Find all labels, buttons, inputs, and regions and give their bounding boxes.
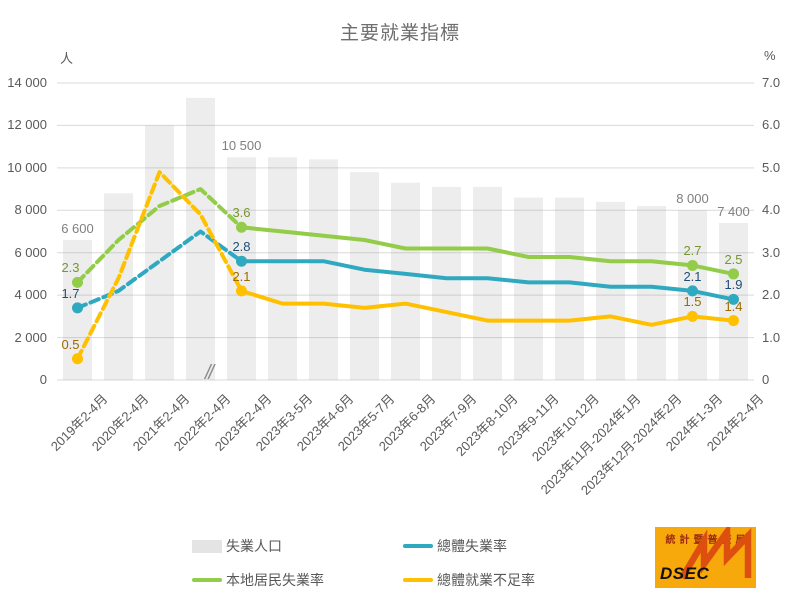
- right-axis-tick: 0: [762, 372, 770, 387]
- bar-unemployed-population: [555, 197, 584, 380]
- bar-unemployed-population: [268, 157, 297, 380]
- chart-title: 主要就業指標: [339, 23, 460, 44]
- point-label-總體失業率: 2.8: [232, 239, 251, 255]
- bar-unemployed-population: [350, 172, 379, 380]
- point-label-總體失業率: 1.7: [61, 285, 80, 301]
- marker-本地居民失業率: [728, 268, 739, 280]
- marker-總體失業率: [72, 302, 83, 314]
- bar-value-label: 7 400: [717, 204, 750, 219]
- bar-unemployed-population: [227, 157, 256, 380]
- legend-swatch-yellow-line: [403, 578, 433, 582]
- legend-label: 失業人口: [226, 538, 282, 554]
- marker-總體就業不足率: [72, 353, 83, 365]
- dsec-logo: 統計暨普查局 DSEC: [655, 527, 756, 588]
- marker-本地居民失業率: [687, 259, 698, 271]
- bar-unemployed-population: [637, 206, 666, 380]
- point-label-總體失業率: 1.9: [724, 277, 743, 293]
- bar-unemployed-population: [596, 201, 625, 380]
- bar-unemployed-population: [104, 193, 133, 380]
- left-axis-tick: 0: [39, 372, 47, 387]
- left-axis-tick: 2 000: [14, 329, 47, 345]
- point-label-本地居民失業率: 2.7: [683, 243, 702, 259]
- legend-label: 總體就業不足率: [437, 572, 535, 588]
- legend-item-unemployed-population: 失業人口: [192, 536, 282, 556]
- marker-總體失業率: [687, 285, 698, 297]
- bar-unemployed-population: [432, 186, 461, 380]
- dsec-logo-abbr: DSEC: [660, 564, 710, 583]
- bar-unemployed-population: [473, 186, 502, 380]
- bar-unemployed-population: [309, 159, 338, 380]
- line-總體失業率: [239, 259, 736, 302]
- point-label-總體就業不足率: 0.5: [61, 336, 80, 352]
- legend-swatch-teal-line: [403, 544, 433, 548]
- bar-value-label: 8 000: [676, 191, 709, 207]
- point-label-總體就業不足率: 1.4: [724, 298, 743, 314]
- bar-unemployed-population: [514, 197, 543, 380]
- bar-value-label: 10 500: [221, 138, 262, 154]
- marker-本地居民失業率: [236, 221, 247, 233]
- axis-break-symbol: //: [205, 362, 214, 384]
- marker-總體就業不足率: [728, 315, 739, 327]
- right-axis-tick: 5.0: [762, 159, 781, 175]
- bar-value-label: 6 600: [61, 220, 94, 236]
- legend-item-local-unemployment-rate: 本地居民失業率: [192, 570, 324, 590]
- marker-總體就業不足率: [687, 310, 698, 322]
- left-axis-tick: 8 000: [14, 202, 47, 218]
- legend-item-underemployment-rate: 總體就業不足率: [403, 570, 535, 590]
- left-axis-tick: 6 000: [14, 244, 47, 260]
- point-label-總體就業不足率: 1.5: [683, 294, 702, 310]
- dsec-logo-zigzag-icon: [679, 527, 752, 580]
- marker-總體就業不足率: [236, 285, 247, 297]
- legend-item-overall-unemployment-rate: 總體失業率: [403, 536, 507, 556]
- left-axis-tick: 12 000: [7, 117, 47, 133]
- right-axis-tick: 4.0: [762, 202, 781, 218]
- point-label-本地居民失業率: 3.6: [232, 205, 251, 221]
- line-本地居民失業率: [75, 187, 244, 285]
- marker-總體失業率: [728, 293, 739, 305]
- line-總體就業不足率: [75, 170, 244, 361]
- marker-總體失業率: [236, 255, 247, 267]
- right-axis-tick: 3.0: [762, 244, 781, 260]
- legend-label: 總體失業率: [437, 538, 507, 554]
- right-axis-tick: 6.0: [762, 117, 781, 133]
- left-axis-tick: 4 000: [14, 287, 47, 303]
- point-label-本地居民失業率: 2.5: [724, 251, 743, 267]
- right-axis-tick: 1.0: [762, 329, 781, 345]
- right-axis-tick: 2.0: [762, 287, 781, 303]
- marker-本地居民失業率: [72, 276, 83, 288]
- legend-label: 本地居民失業率: [226, 572, 324, 588]
- legend-swatch-bar: [192, 539, 222, 553]
- point-label-總體失業率: 2.1: [683, 268, 702, 284]
- line-本地居民失業率: [239, 225, 736, 276]
- right-axis-unit: %: [764, 48, 776, 63]
- line-總體就業不足率: [239, 288, 736, 327]
- left-axis-unit: 人: [59, 51, 73, 66]
- point-label-總體就業不足率: 2.1: [232, 268, 251, 284]
- left-axis-tick: 14 000: [7, 75, 47, 90]
- point-label-本地居民失業率: 2.3: [61, 260, 80, 276]
- legend-swatch-green-line: [192, 578, 222, 582]
- bar-unemployed-population: [391, 182, 420, 380]
- right-axis-tick: 7.0: [762, 75, 781, 90]
- left-axis-tick: 10 000: [7, 159, 47, 175]
